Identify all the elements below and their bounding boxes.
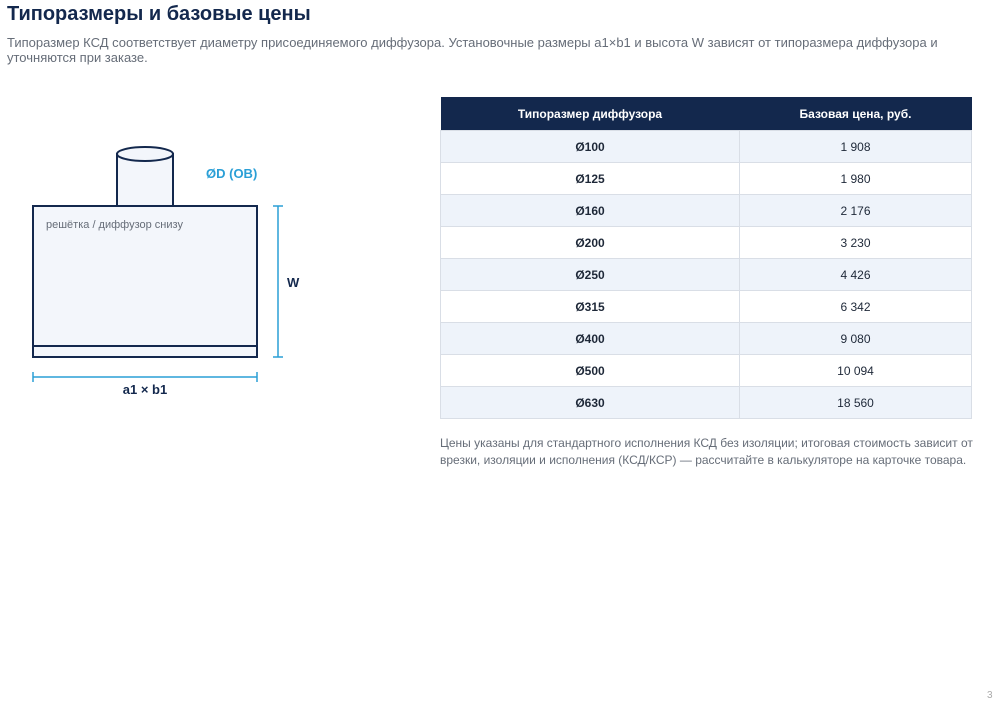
- width-label: a1 × b1: [123, 382, 167, 397]
- size-cell: Ø100: [440, 130, 740, 163]
- note: Цены указаны для стандартного исполнения…: [440, 436, 973, 467]
- column-header: Типоразмер диффузора: [440, 97, 740, 131]
- size-cell: Ø200: [440, 226, 740, 259]
- duct-top: [116, 146, 174, 162]
- price-cell: 1 908: [738, 130, 973, 163]
- table-row: Ø400 9 080: [440, 322, 973, 355]
- subtitle: Типоразмер КСД соответствует диаметру пр…: [7, 35, 938, 65]
- size-cell: Ø315: [440, 290, 740, 323]
- diameter-label: ØD (OB): [206, 166, 257, 181]
- size-cell: Ø160: [440, 194, 740, 227]
- page-number: 3: [987, 690, 993, 701]
- price-cell: 2 176: [738, 194, 973, 227]
- price-cell: 3 230: [738, 226, 973, 259]
- duct: [116, 153, 174, 207]
- size-cell: Ø125: [440, 162, 740, 195]
- price-cell: 6 342: [738, 290, 973, 323]
- size-cell: Ø630: [440, 386, 740, 419]
- table-row: Ø630 18 560: [440, 386, 973, 419]
- size-cell: Ø400: [440, 322, 740, 355]
- box-label: решётка / диффузор снизу: [46, 219, 183, 231]
- table-row: Ø500 10 094: [440, 354, 973, 387]
- header-row: Типоразмер диффузора Базовая цена, руб.: [440, 97, 972, 131]
- price-cell: 9 080: [738, 322, 973, 355]
- table-row: Ø250 4 426: [440, 258, 973, 291]
- table-row: Ø200 3 230: [440, 226, 973, 259]
- table-row: Ø100 1 908: [440, 130, 973, 163]
- title: Типоразмеры и базовые цены: [7, 3, 311, 25]
- column-header: Базовая цена, руб.: [739, 97, 972, 131]
- price-cell: 4 426: [738, 258, 973, 291]
- price-cell: 1 980: [738, 162, 973, 195]
- table-row: Ø160 2 176: [440, 194, 973, 227]
- size-cell: Ø250: [440, 258, 740, 291]
- box-bottom: [32, 345, 258, 358]
- height-label: W: [287, 275, 300, 290]
- price-cell: 10 094: [738, 354, 973, 387]
- table-row: Ø125 1 980: [440, 162, 973, 195]
- diagram: ØD (OB) решётка / диффузор снизу W a1 × …: [32, 146, 300, 397]
- table-row: Ø315 6 342: [440, 290, 973, 323]
- size-cell: Ø500: [440, 354, 740, 387]
- price-table: Типоразмер диффузора Базовая цена, руб. Ø…: [440, 97, 973, 419]
- price-cell: 18 560: [738, 386, 973, 419]
